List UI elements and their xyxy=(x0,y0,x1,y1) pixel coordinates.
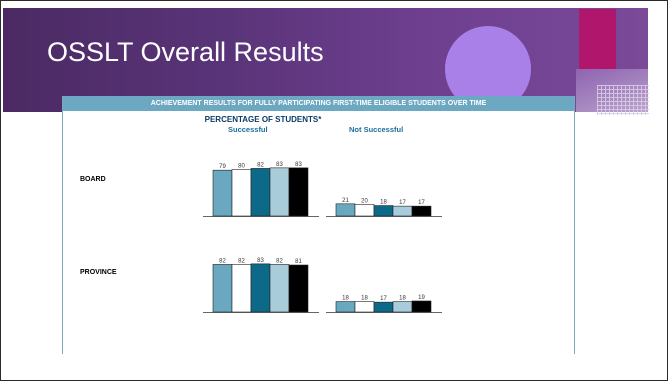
data-label-board-not-successful-1: 21 xyxy=(342,198,349,204)
bar-chart: 79 80 82 83 83 21 20 18 17 17 82 82 83 82 81 18 18 17 18 19 xyxy=(203,162,442,313)
bar-board-not-successful-1 xyxy=(335,203,356,217)
bar-board-successful-3 xyxy=(250,168,271,217)
data-label-province-not-successful-3: 17 xyxy=(380,296,387,302)
bar-board-successful-1 xyxy=(212,169,233,217)
data-label-province-successful-4: 82 xyxy=(276,258,283,264)
data-label-board-successful-1: 79 xyxy=(219,164,226,170)
data-label-province-successful-5: 81 xyxy=(295,259,302,265)
data-label-province-successful-1: 82 xyxy=(219,258,226,264)
data-label-province-not-successful-5: 19 xyxy=(418,295,425,301)
bar-board-successful-2 xyxy=(231,169,252,217)
accent-rectangle xyxy=(579,9,616,69)
bar-board-not-successful-3 xyxy=(373,205,394,217)
grid-pattern-decoration xyxy=(597,85,649,115)
data-label-province-successful-2: 82 xyxy=(238,258,245,264)
bar-province-not-successful-3 xyxy=(373,301,394,313)
bar-board-not-successful-5 xyxy=(411,205,432,217)
bar-province-not-successful-1 xyxy=(335,301,356,313)
bar-board-successful-4 xyxy=(269,167,290,217)
data-label-board-not-successful-3: 18 xyxy=(380,200,387,206)
data-label-board-successful-4: 83 xyxy=(276,162,283,168)
data-label-board-not-successful-2: 20 xyxy=(361,198,368,204)
figure-title: ACHIEVEMENT RESULTS FOR FULLY PARTICIPAT… xyxy=(63,96,574,111)
row-label-board: BOARD xyxy=(80,176,106,183)
bar-province-not-successful-4 xyxy=(392,301,413,313)
bar-board-not-successful-2 xyxy=(354,204,375,217)
bar-province-successful-5 xyxy=(288,264,309,313)
bar-board-successful-5 xyxy=(288,167,309,217)
data-label-province-not-successful-2: 18 xyxy=(361,296,368,302)
data-label-board-successful-2: 80 xyxy=(238,164,245,170)
results-figure: ACHIEVEMENT RESULTS FOR FULLY PARTICIPAT… xyxy=(62,96,575,354)
title-banner xyxy=(3,8,648,112)
bar-province-successful-1 xyxy=(212,264,233,313)
data-label-board-successful-3: 82 xyxy=(257,162,264,168)
bar-province-successful-4 xyxy=(269,264,290,313)
figure-subtitle: PERCENTAGE OF STUDENTS* xyxy=(204,115,322,124)
group-label-not-successful: Not Successful xyxy=(349,125,404,134)
data-label-board-not-successful-5: 17 xyxy=(418,200,425,206)
bar-province-successful-3 xyxy=(250,263,271,313)
data-label-province-successful-3: 83 xyxy=(257,258,264,264)
slide-title: OSSLT Overall Results xyxy=(47,37,324,67)
data-label-province-not-successful-4: 18 xyxy=(399,296,406,302)
data-label-board-successful-5: 83 xyxy=(295,162,302,168)
data-label-province-not-successful-1: 18 xyxy=(342,296,349,302)
group-label-successful: Successful xyxy=(228,125,268,134)
row-label-province: PROVINCE xyxy=(80,269,117,276)
bar-province-not-successful-5 xyxy=(411,300,432,313)
bar-province-not-successful-2 xyxy=(354,301,375,313)
bar-board-not-successful-4 xyxy=(392,205,413,217)
data-label-board-not-successful-4: 17 xyxy=(399,200,406,206)
bar-province-successful-2 xyxy=(231,264,252,313)
